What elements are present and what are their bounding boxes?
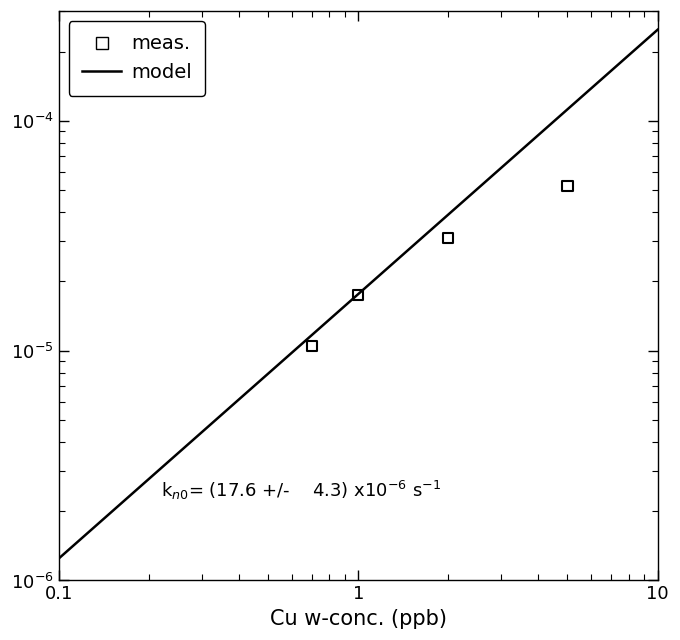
Text: k$_{n0}$= (17.6 +/-    4.3) x10$^{-6}$ s$^{-1}$: k$_{n0}$= (17.6 +/- 4.3) x10$^{-6}$ s$^{… [161,479,441,502]
X-axis label: Cu w-conc. (ppb): Cu w-conc. (ppb) [270,609,447,629]
Legend: meas., model: meas., model [69,21,205,96]
Point [443,232,454,243]
Point [562,181,573,191]
Point [353,290,364,300]
Point [307,340,318,351]
